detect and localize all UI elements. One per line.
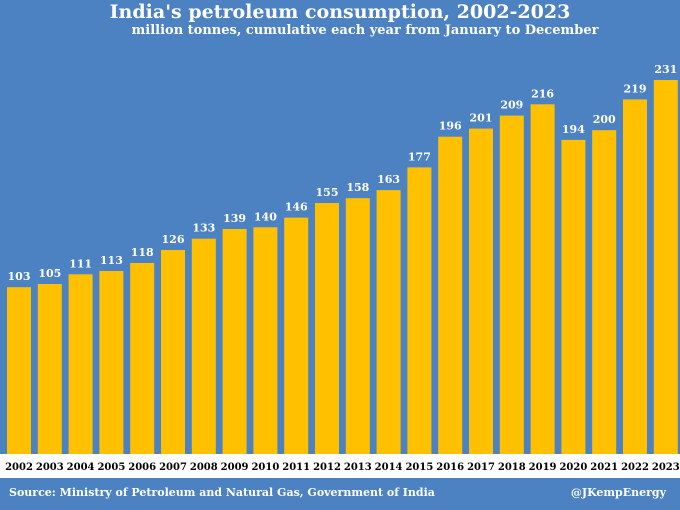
- value-label-2012: 155: [316, 186, 339, 199]
- value-label-2021: 200: [593, 113, 616, 126]
- bar-2002: [7, 287, 31, 454]
- bar-2014: [377, 190, 401, 454]
- bar-2020: [561, 140, 585, 454]
- value-label-2011: 146: [285, 201, 308, 214]
- value-label-2018: 209: [500, 99, 523, 112]
- value-label-2015: 177: [408, 150, 431, 163]
- x-tick-label-2007: 2007: [159, 462, 187, 473]
- value-label-2009: 139: [223, 212, 246, 225]
- x-tick-label-2022: 2022: [621, 462, 649, 473]
- bar-2015: [407, 167, 431, 454]
- bar-2022: [623, 99, 647, 454]
- x-tick-label-2010: 2010: [251, 462, 279, 473]
- bar-2005: [99, 271, 123, 454]
- value-label-2010: 140: [254, 210, 277, 223]
- bar-2008: [192, 239, 216, 454]
- value-label-2006: 118: [131, 246, 154, 259]
- x-tick-label-2019: 2019: [529, 462, 557, 473]
- x-tick-label-2021: 2021: [590, 462, 618, 473]
- x-tick-label-2003: 2003: [36, 462, 64, 473]
- x-tick-label-2006: 2006: [128, 462, 156, 473]
- bar-2006: [130, 263, 154, 454]
- x-tick-label-2016: 2016: [436, 462, 464, 473]
- x-tick-label-2020: 2020: [559, 462, 587, 473]
- bar-2013: [346, 198, 370, 454]
- bar-2017: [469, 129, 493, 454]
- bar-2011: [284, 218, 308, 454]
- bar-2021: [592, 130, 616, 454]
- bar-2003: [38, 284, 62, 454]
- bar-2019: [531, 104, 555, 454]
- value-label-2005: 113: [100, 254, 123, 267]
- value-label-2022: 219: [624, 82, 647, 95]
- bar-2010: [253, 227, 277, 454]
- x-tick-label-2023: 2023: [652, 462, 680, 473]
- x-tick-label-2002: 2002: [5, 462, 33, 473]
- value-label-2016: 196: [439, 120, 462, 133]
- value-label-2008: 133: [192, 222, 215, 235]
- x-tick-label-2004: 2004: [67, 462, 95, 473]
- value-label-2002: 103: [8, 270, 31, 283]
- bar-2016: [438, 137, 462, 454]
- value-label-2017: 201: [470, 112, 493, 125]
- bar-2023: [654, 80, 678, 454]
- bar-2009: [223, 229, 247, 454]
- bar-2018: [500, 116, 524, 454]
- value-label-2019: 216: [531, 87, 554, 100]
- bar-2004: [69, 274, 93, 454]
- source-note: Source: Ministry of Petroleum and Natura…: [9, 486, 435, 499]
- chart-frame: India's petroleum consumption, 2002-2023…: [0, 0, 680, 510]
- value-label-2003: 105: [38, 267, 61, 280]
- x-tick-label-2008: 2008: [190, 462, 218, 473]
- value-label-2014: 163: [377, 173, 400, 186]
- x-tick-label-2014: 2014: [375, 462, 403, 473]
- bar-2012: [315, 203, 339, 454]
- x-tick-label-2012: 2012: [313, 462, 341, 473]
- value-label-2007: 126: [162, 233, 185, 246]
- x-tick-label-2013: 2013: [344, 462, 372, 473]
- x-tick-label-2017: 2017: [467, 462, 495, 473]
- x-tick-label-2009: 2009: [221, 462, 249, 473]
- value-label-2023: 231: [654, 63, 677, 76]
- x-tick-label-2011: 2011: [282, 462, 310, 473]
- value-label-2013: 158: [346, 181, 369, 194]
- bar-chart: 103 2002 105 2003 111 2004 113 2005 118 2006 126 20…: [0, 0, 680, 480]
- x-tick-label-2015: 2015: [405, 462, 433, 473]
- value-label-2020: 194: [562, 123, 585, 136]
- author-handle: @JKempEnergy: [571, 486, 666, 499]
- x-tick-label-2018: 2018: [498, 462, 526, 473]
- x-tick-label-2005: 2005: [97, 462, 125, 473]
- value-label-2004: 111: [69, 257, 92, 270]
- bar-2007: [161, 250, 185, 454]
